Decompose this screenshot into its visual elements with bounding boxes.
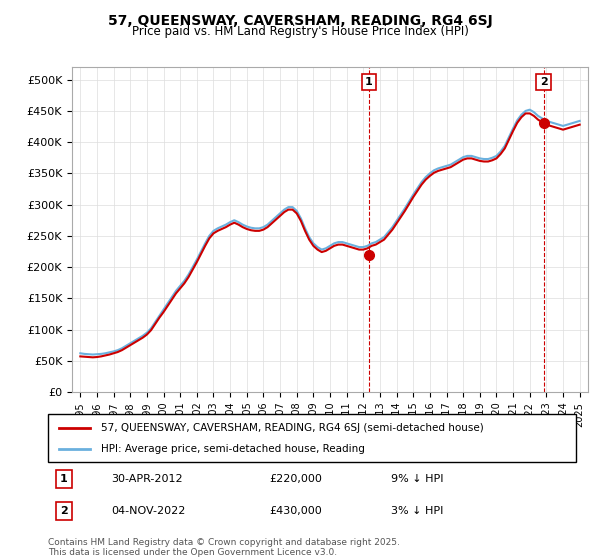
Text: 30-APR-2012: 30-APR-2012 [112, 474, 183, 484]
Text: 57, QUEENSWAY, CAVERSHAM, READING, RG4 6SJ: 57, QUEENSWAY, CAVERSHAM, READING, RG4 6… [107, 14, 493, 28]
Text: 57, QUEENSWAY, CAVERSHAM, READING, RG4 6SJ (semi-detached house): 57, QUEENSWAY, CAVERSHAM, READING, RG4 6… [101, 423, 484, 433]
Text: 1: 1 [60, 474, 68, 484]
Text: 2: 2 [539, 77, 547, 87]
Text: Contains HM Land Registry data © Crown copyright and database right 2025.
This d: Contains HM Land Registry data © Crown c… [48, 538, 400, 557]
Text: 2: 2 [60, 506, 68, 516]
Text: HPI: Average price, semi-detached house, Reading: HPI: Average price, semi-detached house,… [101, 444, 365, 454]
Text: 1: 1 [365, 77, 373, 87]
Text: Price paid vs. HM Land Registry's House Price Index (HPI): Price paid vs. HM Land Registry's House … [131, 25, 469, 38]
Text: £430,000: £430,000 [270, 506, 323, 516]
Text: 04-NOV-2022: 04-NOV-2022 [112, 506, 186, 516]
Text: 9% ↓ HPI: 9% ↓ HPI [391, 474, 444, 484]
FancyBboxPatch shape [48, 414, 576, 462]
Text: 3% ↓ HPI: 3% ↓ HPI [391, 506, 443, 516]
Text: £220,000: £220,000 [270, 474, 323, 484]
